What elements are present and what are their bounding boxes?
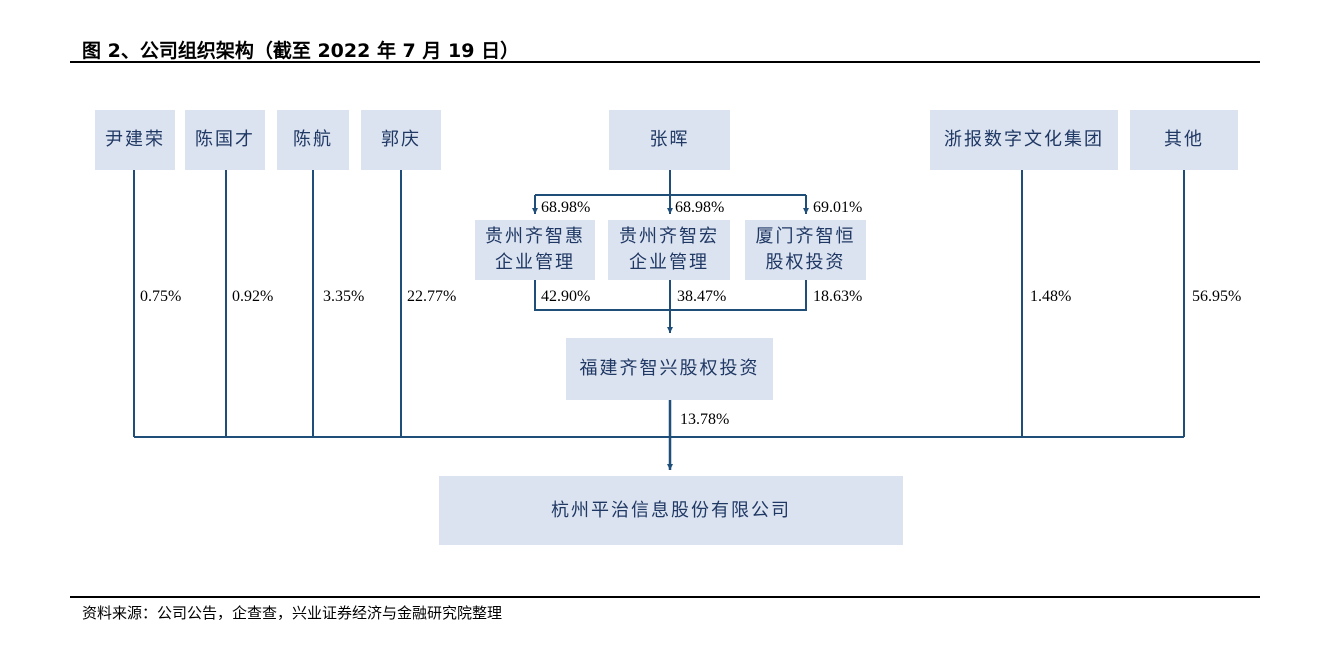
box-line: 厦门齐智恒 — [755, 226, 856, 247]
shareholder-box: 浙报数字文化集团 — [930, 110, 1118, 170]
shareholder-box: 郭庆 — [361, 110, 441, 170]
source-rule — [70, 596, 1260, 598]
box-line: 贵州齐智惠 — [485, 226, 585, 247]
controller-box: 张晖 — [609, 110, 730, 170]
intermediate-box: 厦门齐智恒 股权投资 — [745, 220, 866, 280]
pct-label: 1.48% — [1030, 288, 1072, 305]
shareholder-lines — [133, 170, 1185, 438]
intermediate-box: 贵州齐智宏 企业管理 — [608, 220, 730, 280]
holding-box: 福建齐智兴股权投资 — [566, 338, 773, 400]
pct-label: 22.77% — [407, 288, 457, 305]
pct-label: 0.92% — [232, 288, 274, 305]
box-line: 企业管理 — [495, 252, 575, 273]
intermediate-box: 贵州齐智惠 企业管理 — [475, 220, 595, 280]
pct-label: 68.98% — [675, 199, 725, 216]
pct-label: 0.75% — [140, 288, 182, 305]
box-line: 企业管理 — [629, 252, 709, 273]
controller-lines — [535, 170, 806, 196]
pct-label: 18.63% — [813, 288, 863, 305]
pct-label: 38.47% — [677, 288, 727, 305]
shareholder-box: 尹建荣 — [95, 110, 175, 170]
pct-label: 56.95% — [1192, 288, 1242, 305]
pct-label: 13.78% — [680, 411, 730, 428]
pct-label: 69.01% — [813, 199, 863, 216]
pct-label: 68.98% — [541, 199, 591, 216]
shareholder-box: 陈航 — [277, 110, 349, 170]
box-line: 股权投资 — [765, 252, 846, 273]
title-rule — [70, 61, 1260, 63]
company-box: 杭州平治信息股份有限公司 — [439, 476, 903, 545]
shareholder-box: 其他 — [1130, 110, 1238, 170]
figure-title: 图 2、公司组织架构（截至 2022 年 7 月 19 日） — [82, 40, 520, 62]
box-line: 贵州齐智宏 — [619, 226, 719, 247]
pct-label: 3.35% — [323, 288, 365, 305]
source-note: 资料来源：公司公告，企查查，兴业证券经济与金融研究院整理 — [82, 604, 503, 622]
pct-label: 42.90% — [541, 288, 591, 305]
shareholder-box: 陈国才 — [185, 110, 265, 170]
